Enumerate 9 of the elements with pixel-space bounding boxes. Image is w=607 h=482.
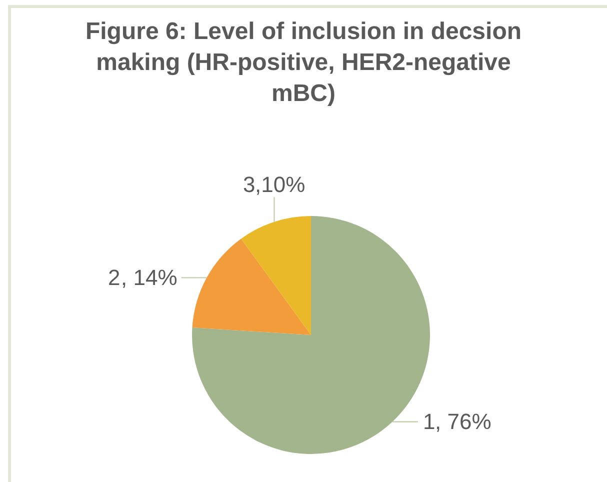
slice-label: 2 [108, 265, 120, 290]
slice-label: 3 [243, 172, 256, 197]
data-label: ,10% [255, 172, 306, 197]
data-label: , 76% [435, 409, 492, 434]
data-label: , 14% [121, 265, 178, 290]
pie-slice [192, 238, 311, 335]
chart-title: Figure 6: Level of inclusion in decsion making (HR-positive, HER2-negative mBC) [85, 18, 522, 108]
pie-slice [241, 216, 311, 335]
slice-label: 1 [423, 409, 436, 434]
